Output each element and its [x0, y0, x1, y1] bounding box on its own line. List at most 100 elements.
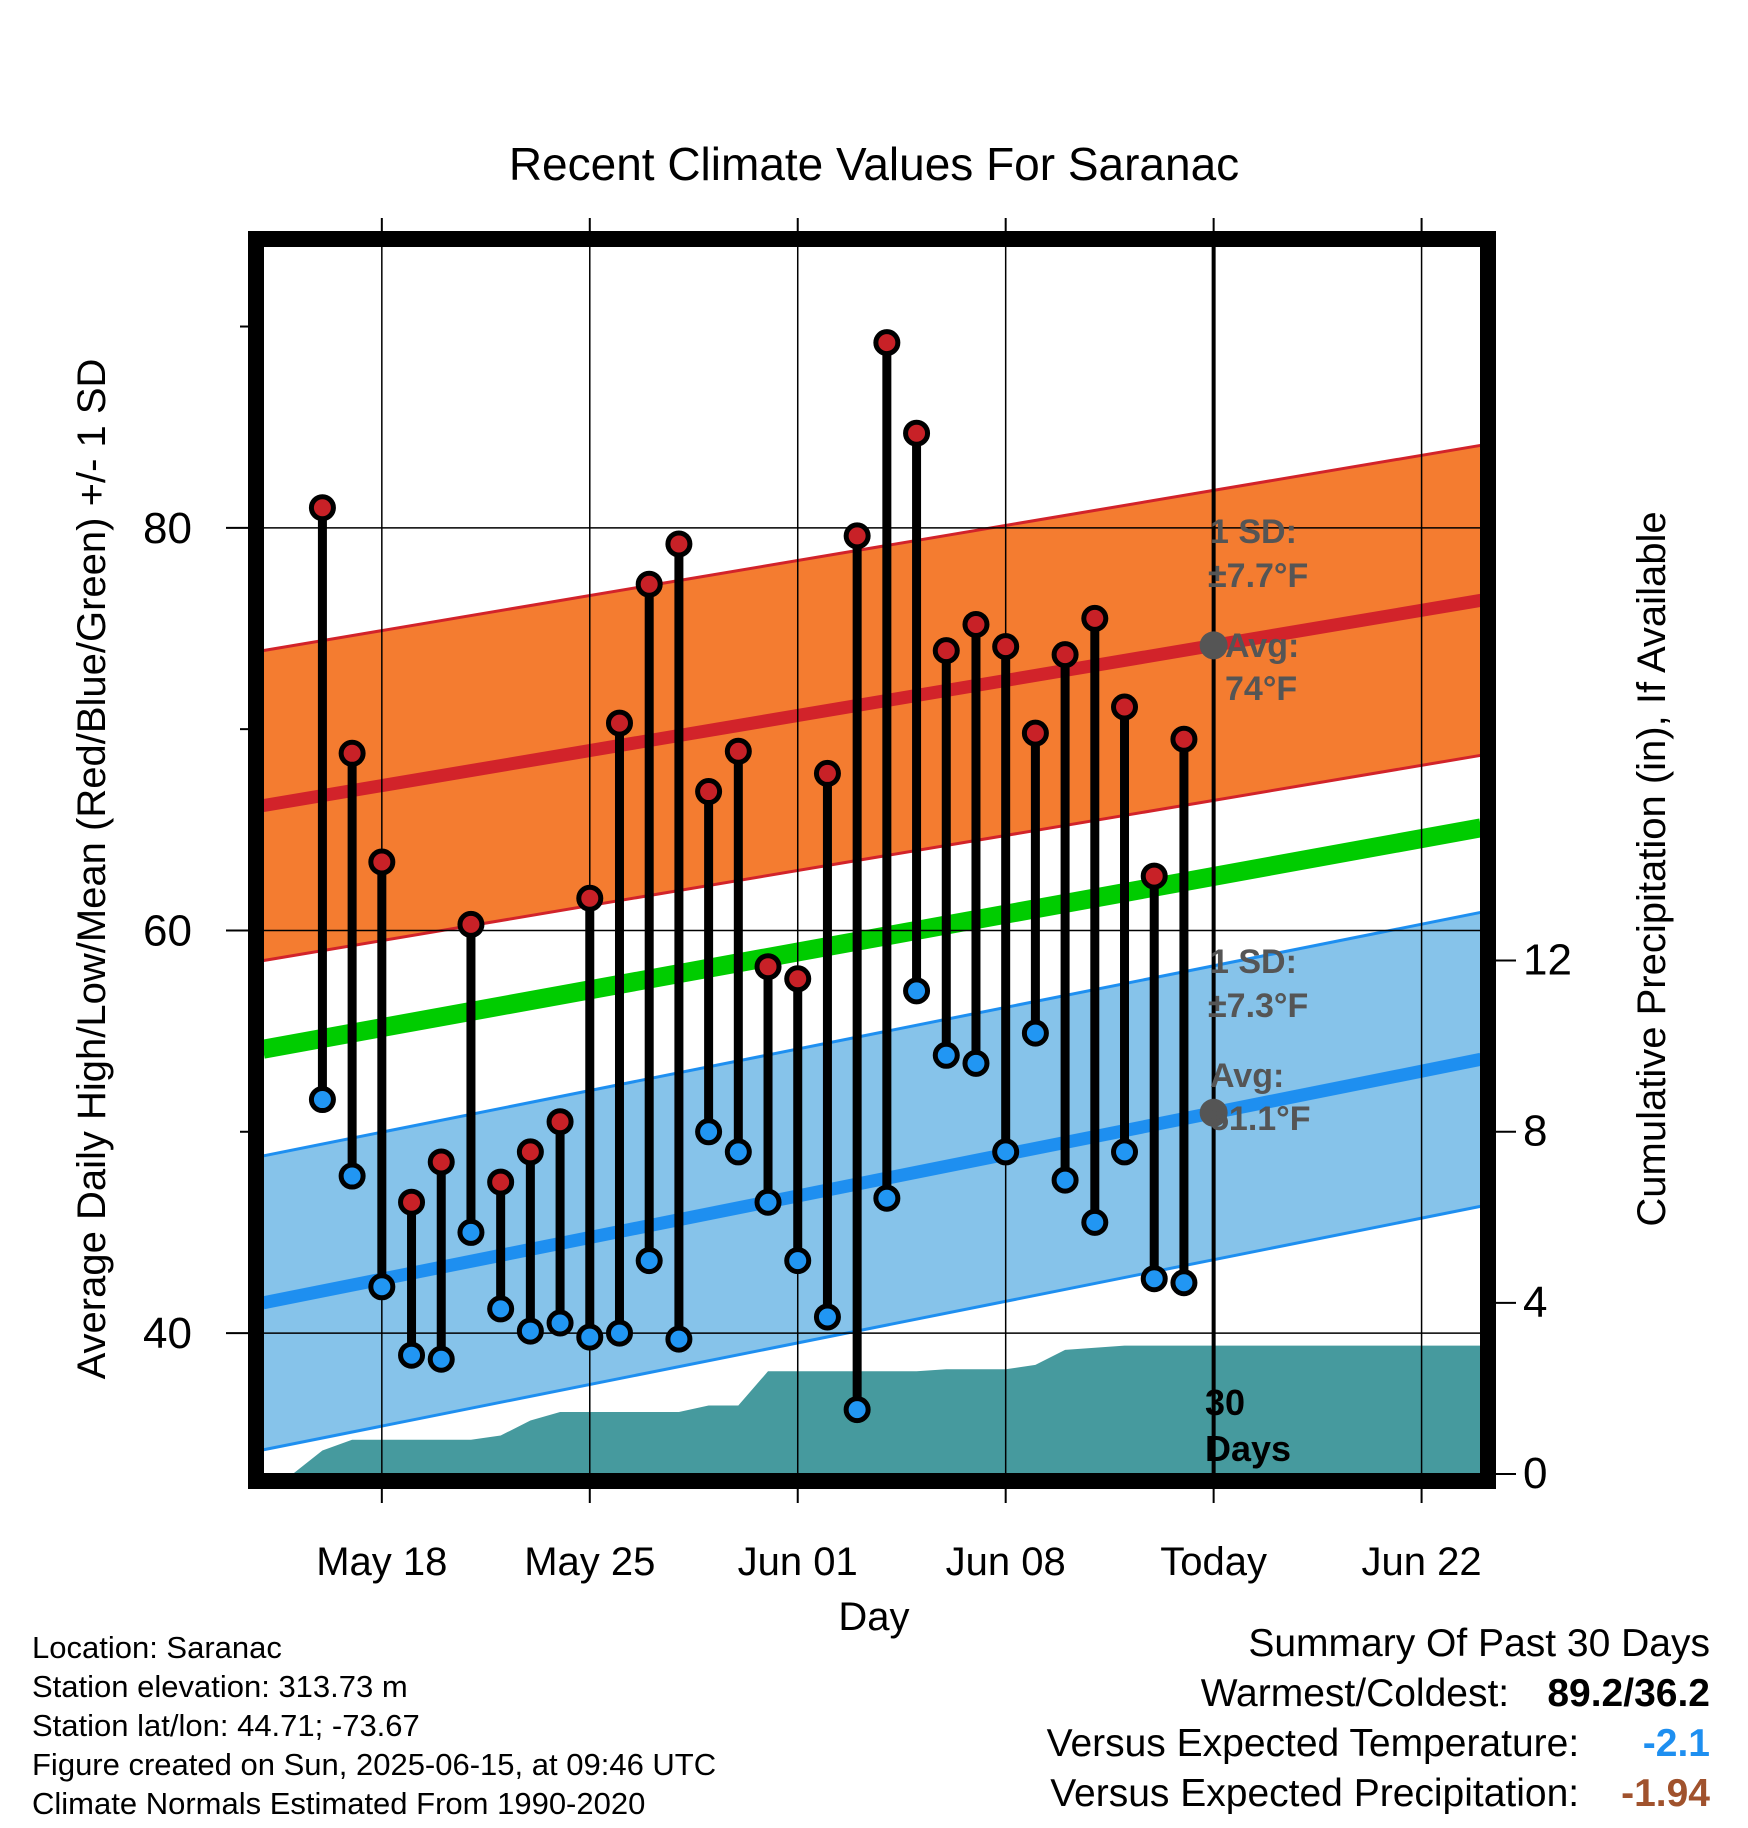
- daily-low-point: [784, 1247, 812, 1275]
- x-tick-label: Jun 22: [1362, 1540, 1482, 1584]
- daily-low-point: [368, 1273, 396, 1301]
- daily-low-point: [1081, 1208, 1109, 1236]
- climate-chart: Recent Climate Values For Saranac 1 SD: ±…: [70, 138, 1674, 1639]
- daily-high-point: [813, 759, 841, 787]
- daily-high-point: [1021, 719, 1049, 747]
- daily-low-point: [308, 1086, 336, 1114]
- elevation-text: Station elevation: 313.73 m: [32, 1669, 408, 1704]
- daily-low-point: [665, 1325, 693, 1353]
- normal-low-band-upper-edge: [262, 910, 1482, 1158]
- summary-warm-cold: Warmest/Coldest: 89.2/36.2: [1201, 1672, 1710, 1716]
- daily-low-point: [1021, 1019, 1049, 1047]
- daily-low-point: [724, 1138, 752, 1166]
- daily-low-point: [338, 1162, 366, 1190]
- temp-value: -2.1: [1642, 1722, 1710, 1765]
- summary-title: Summary Of Past 30 Days: [1248, 1622, 1710, 1665]
- daily-low-point: [1170, 1269, 1198, 1297]
- x-tick-label: May 25: [524, 1540, 655, 1584]
- daily-high-point: [932, 637, 960, 665]
- daily-high-point: [516, 1138, 544, 1166]
- y2-tick-label: 12: [1523, 936, 1572, 985]
- daily-low-point: [843, 1396, 871, 1424]
- daily-high-point: [338, 739, 366, 767]
- daily-high-point: [1170, 725, 1198, 753]
- daily-high-point: [665, 530, 693, 558]
- days-label: 30: [1205, 1382, 1245, 1423]
- daily-high-point: [1081, 604, 1109, 632]
- daily-low-point: [1051, 1166, 1079, 1194]
- y-axis-label: Average Daily High/Low/Mean (Red/Blue/Gr…: [70, 359, 114, 1380]
- precip-value: -1.94: [1621, 1772, 1710, 1815]
- low-avg-value: 51.1°F: [1210, 1100, 1311, 1138]
- daily-high-point: [873, 329, 901, 357]
- high-avg-marker: [1199, 631, 1228, 660]
- daily-low-point: [1111, 1138, 1139, 1166]
- daily-high-point: [457, 910, 485, 938]
- daily-low-point: [962, 1049, 990, 1077]
- summary-precip: Versus Expected Precipitation: -1.94: [1050, 1772, 1710, 1816]
- daily-low-point: [487, 1295, 515, 1323]
- summary-temp: Versus Expected Temperature: -2.1: [1047, 1722, 1710, 1766]
- daily-low-point: [903, 977, 931, 1005]
- high-avg-label: Avg:: [1225, 627, 1299, 665]
- normals-text: Climate Normals Estimated From 1990-2020: [32, 1786, 646, 1821]
- daily-high-point: [546, 1108, 574, 1136]
- daily-high-point: [1051, 641, 1079, 669]
- low-sd-value: ±7.3°F: [1208, 987, 1308, 1025]
- created-text: Figure created on Sun, 2025-06-15, at 09…: [32, 1747, 717, 1782]
- daily-low-point: [873, 1184, 901, 1212]
- y2-tick-label: 0: [1523, 1449, 1547, 1498]
- days-label: Days: [1205, 1428, 1291, 1469]
- daily-high-point: [576, 884, 604, 912]
- daily-high-point: [605, 709, 633, 737]
- daily-low-point: [427, 1345, 455, 1373]
- y2-tick-label: 4: [1523, 1278, 1547, 1327]
- daily-low-point: [635, 1247, 663, 1275]
- x-tick-label: Today: [1160, 1540, 1267, 1584]
- location-text: Location: Saranac: [32, 1630, 282, 1665]
- daily-high-point: [992, 633, 1020, 661]
- precip-label: Versus Expected Precipitation:: [1050, 1772, 1580, 1815]
- chart-title: Recent Climate Values For Saranac: [509, 138, 1239, 190]
- daily-high-point: [843, 522, 871, 550]
- plot-area: 1 SD: ±7.7°F Avg: 74°F 1 SD: ±7.3°F Avg: 51.1°F…: [143, 218, 1572, 1584]
- daily-low-point: [516, 1317, 544, 1345]
- normal-low-band-lower-edge: [262, 1204, 1482, 1452]
- temp-label: Versus Expected Temperature:: [1046, 1722, 1580, 1765]
- normal-high-line: [261, 593, 1483, 813]
- daily-high-point: [962, 610, 990, 638]
- normal-high-band-upper-edge: [262, 443, 1482, 653]
- x-tick-label: May 18: [316, 1540, 447, 1584]
- y2-axis-label: Cumulative Precipitation (in), If Availa…: [1630, 511, 1674, 1226]
- low-avg-marker: [1199, 1098, 1228, 1127]
- daily-high-point: [903, 419, 931, 447]
- daily-low-point: [992, 1138, 1020, 1166]
- x-axis-label: Day: [838, 1595, 909, 1639]
- daily-high-point: [635, 570, 663, 598]
- low-avg-label: Avg:: [1210, 1057, 1284, 1095]
- x-tick-label: Jun 08: [946, 1540, 1066, 1584]
- daily-high-point: [368, 848, 396, 876]
- warm-cold-value: 89.2/36.2: [1547, 1672, 1710, 1715]
- daily-low-point: [605, 1319, 633, 1347]
- high-sd-label: 1 SD:: [1210, 513, 1297, 551]
- daily-high-point: [724, 737, 752, 765]
- station-info: Location: Saranac Station elevation: 313…: [32, 1628, 716, 1823]
- y2-tick-label: 8: [1523, 1107, 1547, 1156]
- normal-mean-line: [261, 818, 1483, 1059]
- latlon-text: Station lat/lon: 44.71; -73.67: [32, 1708, 420, 1743]
- daily-low-point: [1140, 1265, 1168, 1293]
- normal-low-line: [261, 1052, 1483, 1310]
- daily-high-point: [1140, 862, 1168, 890]
- daily-high-point: [308, 494, 336, 522]
- daily-low-point: [754, 1188, 782, 1216]
- plot-frame: [248, 231, 1496, 1489]
- daily-low-point: [546, 1309, 574, 1337]
- high-avg-value: 74°F: [1225, 670, 1297, 708]
- daily-high-point: [784, 965, 812, 993]
- daily-high-point: [1111, 693, 1139, 721]
- daily-high-point: [754, 953, 782, 981]
- daily-low-point: [576, 1323, 604, 1351]
- y-tick-label: 40: [143, 1309, 192, 1358]
- daily-high-point: [487, 1168, 515, 1196]
